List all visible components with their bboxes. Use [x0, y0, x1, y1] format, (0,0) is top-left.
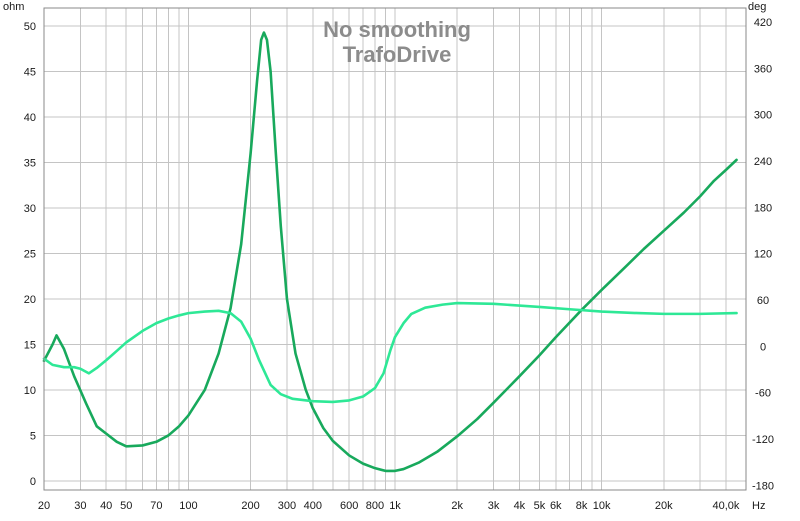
x-tick-label: 20k: [655, 500, 673, 512]
x-tick-label: 800: [366, 500, 384, 512]
y-right-tick-label: -120: [752, 434, 774, 446]
x-tick-label: 5k: [534, 500, 546, 512]
x-tick-label: 40: [100, 500, 112, 512]
y-left-tick-label: 0: [30, 476, 36, 488]
x-tick-label: 70: [150, 500, 162, 512]
x-tick-label: 8k: [576, 500, 588, 512]
x-tick-label: 40,0k: [713, 500, 740, 512]
y-axis-right-ticks: -180 -120 -60 0 60 120 180 240 300 360 420: [752, 17, 774, 492]
x-tick-label: 20: [38, 500, 50, 512]
y-right-tick-label: 240: [754, 156, 772, 168]
y-left-tick-label: 25: [24, 249, 36, 261]
x-tick-label: 2k: [451, 500, 463, 512]
y-right-unit-label: deg: [748, 1, 766, 13]
x-tick-label: 6k: [550, 500, 562, 512]
chart-title-line: No smoothing: [323, 17, 471, 42]
x-axis-ticks: 20 30 40 50 70 100 200 300 400 600 800 1k 2k 3k 4k 5k 6k…: [38, 500, 740, 512]
y-left-tick-label: 40: [24, 112, 36, 124]
y-left-tick-label: 10: [24, 385, 36, 397]
impedance-series-line: [42, 31, 738, 473]
x-tick-label: 50: [120, 500, 132, 512]
y-left-tick-label: 5: [30, 430, 36, 442]
y-right-tick-label: 0: [760, 341, 766, 353]
x-tick-label: 30: [74, 500, 86, 512]
grid-lines: [43, 8, 746, 490]
y-right-tick-label: 180: [754, 202, 772, 214]
chart-title-line: TrafoDrive: [343, 42, 452, 67]
y-right-tick-label: -60: [755, 388, 771, 400]
x-tick-label: 1k: [389, 500, 401, 512]
y-left-tick-label: 35: [24, 158, 36, 170]
y-right-tick-label: -180: [752, 480, 774, 492]
x-tick-label: 600: [340, 500, 358, 512]
y-right-tick-label: 360: [754, 63, 772, 75]
y-axis-left-ticks: 0 5 10 15 20 25 30 35 40 45 50: [24, 21, 36, 488]
y-left-tick-label: 20: [24, 294, 36, 306]
y-right-tick-label: 60: [757, 295, 769, 307]
x-tick-label: 300: [278, 500, 296, 512]
x-tick-label: 100: [179, 500, 197, 512]
axis-units: ohm deg Hz: [3, 1, 766, 512]
y-right-tick-label: 300: [754, 110, 772, 122]
x-tick-label: 10k: [593, 500, 611, 512]
y-left-tick-label: 15: [24, 339, 36, 351]
y-left-tick-label: 30: [24, 203, 36, 215]
plot-frame: [43, 7, 747, 491]
x-tick-label: 3k: [488, 500, 500, 512]
plot-border: [43, 7, 747, 491]
phase-series-line: [42, 301, 738, 404]
y-left-tick-label: 50: [24, 21, 36, 33]
x-tick-label: 400: [304, 500, 322, 512]
series-lines: [42, 31, 738, 473]
y-right-tick-label: 420: [754, 17, 772, 29]
y-left-unit-label: ohm: [3, 1, 24, 13]
x-unit-label: Hz: [752, 500, 765, 512]
y-right-tick-label: 120: [754, 249, 772, 261]
x-tick-label: 200: [241, 500, 259, 512]
y-left-tick-label: 45: [24, 67, 36, 79]
x-tick-label: 4k: [514, 500, 526, 512]
